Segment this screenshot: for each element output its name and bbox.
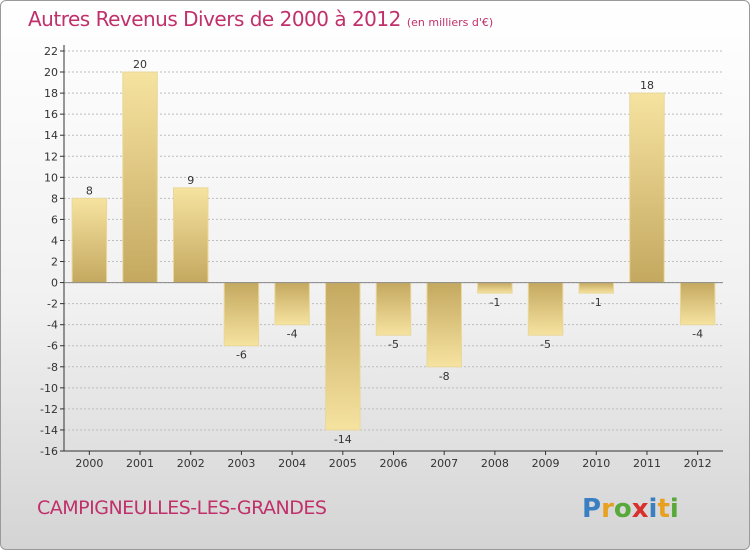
y-tick-label: 6 <box>51 213 58 226</box>
x-tick-label-2007: 2007 <box>430 457 458 470</box>
x-tick-label-2004: 2004 <box>278 457 306 470</box>
y-tick-label: -16 <box>40 445 58 458</box>
y-tick-label: -8 <box>47 361 58 374</box>
x-tick-label-2009: 2009 <box>532 457 560 470</box>
data-label-2003: -6 <box>236 349 247 362</box>
data-label-2012: -4 <box>692 328 703 341</box>
y-tick-label: -6 <box>47 340 58 353</box>
y-tick-label: -4 <box>47 319 58 332</box>
y-tick-label: 20 <box>44 66 58 79</box>
x-tick-label-2008: 2008 <box>481 457 509 470</box>
bar-2000 <box>71 197 108 284</box>
y-tick-label: 0 <box>51 277 58 290</box>
location-name: CAMPIGNEULLES-LES-GRANDES <box>37 497 327 519</box>
grid-layer <box>64 50 723 452</box>
chart-title: Autres Revenus Divers de 2000 à 2012 <box>28 7 401 31</box>
y-tick-label: 10 <box>44 171 58 184</box>
x-tick-label-2012: 2012 <box>684 457 712 470</box>
x-tick-label-2010: 2010 <box>582 457 610 470</box>
bar-2011 <box>629 92 665 284</box>
data-label-2000: 8 <box>86 184 93 197</box>
bar-2006 <box>375 282 412 336</box>
y-tick-label: 2 <box>51 256 58 269</box>
chart-subtitle: (en milliers d'€) <box>406 16 494 29</box>
x-tick-label-2000: 2000 <box>75 457 103 470</box>
bar-2005 <box>325 282 361 431</box>
data-label-2009: -5 <box>540 338 551 351</box>
x-tick-label-2002: 2002 <box>177 457 205 470</box>
bar-2009 <box>527 282 564 336</box>
bar-2008 <box>477 282 513 294</box>
y-tick-label: -14 <box>40 424 58 437</box>
bar-2012 <box>679 282 716 326</box>
x-tick-label-2006: 2006 <box>380 457 408 470</box>
data-label-2006: -5 <box>388 338 399 351</box>
chart-title-block: Autres Revenus Divers de 2000 à 2012 (en … <box>28 7 493 31</box>
data-label-2010: -1 <box>591 296 602 309</box>
bar-2010 <box>578 282 615 294</box>
data-label-2002: 9 <box>187 174 194 187</box>
axes-layer <box>60 45 723 455</box>
bar-2004 <box>274 282 310 326</box>
data-label-2004: -4 <box>287 328 298 341</box>
proxiti-logo-text: Proxiti <box>582 494 679 523</box>
y-tick-label: -2 <box>47 298 58 311</box>
proxiti-logo: Proxiti <box>582 494 679 523</box>
y-tick-label: 16 <box>44 108 58 121</box>
data-label-2005: -14 <box>334 433 352 446</box>
bars-layer <box>71 71 716 431</box>
bar-2007 <box>426 282 462 368</box>
data-label-2001: 20 <box>133 58 147 71</box>
y-tick-label: 4 <box>51 234 58 247</box>
x-tick-label-2005: 2005 <box>329 457 357 470</box>
x-tick-label-2001: 2001 <box>126 457 154 470</box>
bar-2003 <box>223 282 260 347</box>
y-tick-label: -12 <box>40 403 58 416</box>
y-tick-label: 22 <box>44 45 58 58</box>
x-tick-label-2011: 2011 <box>633 457 661 470</box>
y-tick-label: 8 <box>51 192 58 205</box>
bar-2001 <box>122 71 158 284</box>
y-tick-label: 14 <box>44 129 58 142</box>
data-label-2011: 18 <box>640 79 654 92</box>
labels-layer: -16 -14 -12 -10 -8 -6 -4 -2 0 2 4 6 8 10 12 14 16 18 20 22 8… <box>40 45 712 470</box>
y-tick-label: -10 <box>40 382 58 395</box>
y-tick-label: 12 <box>44 150 58 163</box>
data-label-2007: -8 <box>439 370 450 383</box>
x-tick-label-2003: 2003 <box>227 457 255 470</box>
bar-2002 <box>172 187 209 284</box>
data-label-2008: -1 <box>489 296 500 309</box>
bar-chart: -16 -14 -12 -10 -8 -6 -4 -2 0 2 4 6 8 10 12 14 16 18 20 22 8… <box>40 45 723 470</box>
y-tick-label: 18 <box>44 87 58 100</box>
